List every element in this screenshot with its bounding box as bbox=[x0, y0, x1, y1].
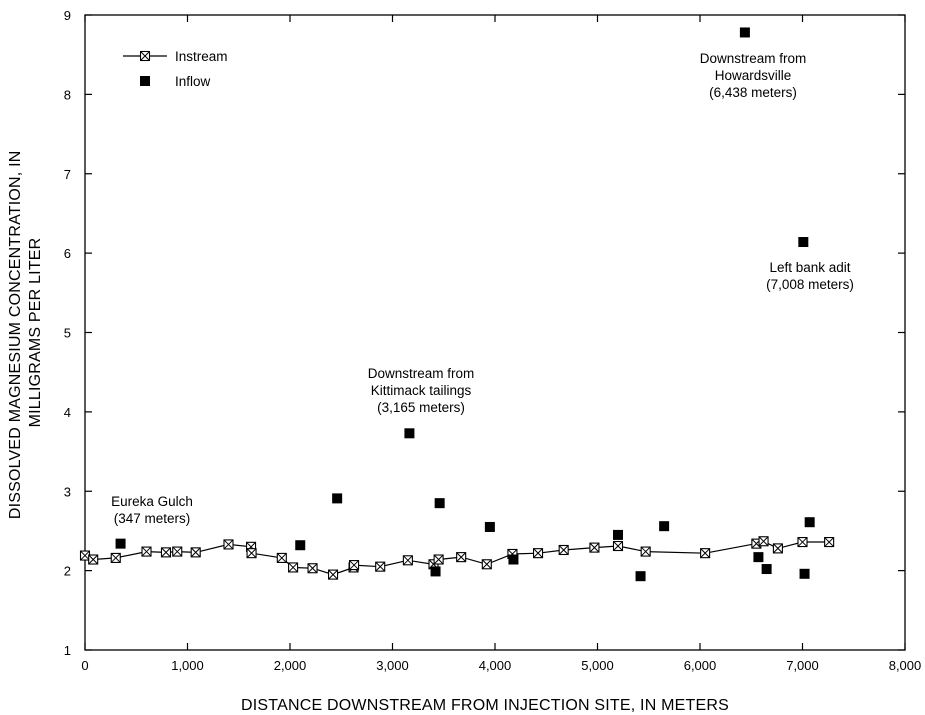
y-axis-title: DISSOLVED MAGNESIUM CONCENTRATION, IN MI… bbox=[7, 146, 44, 519]
x-tick-label: 2,000 bbox=[274, 658, 307, 673]
y-tick-label: 2 bbox=[64, 564, 71, 579]
annotation-line: (6,438 meters) bbox=[709, 85, 797, 100]
instream-point bbox=[456, 552, 467, 563]
inflow-point bbox=[484, 521, 495, 532]
annotation-line: Left bank adit bbox=[769, 260, 850, 275]
instream-point bbox=[824, 536, 835, 548]
x-tick-label: 7,000 bbox=[786, 658, 819, 673]
annotation-line: Howardsville bbox=[715, 68, 792, 83]
instream-point bbox=[172, 546, 183, 557]
y-tick-label: 4 bbox=[64, 405, 71, 420]
annotation-label: Downstream from Kittimack tailings (3,165 … bbox=[368, 366, 475, 415]
legend: Instream Inflow bbox=[123, 49, 228, 89]
inflow-point bbox=[635, 571, 646, 582]
y-axis-title-line-2: MILLIGRAMS PER LITER bbox=[27, 238, 44, 428]
instream-point bbox=[375, 561, 386, 572]
series-instream bbox=[79, 536, 835, 580]
inflow-point bbox=[739, 27, 750, 38]
instream-point bbox=[612, 540, 624, 552]
instream-point bbox=[758, 536, 769, 547]
inflow-point bbox=[430, 566, 441, 577]
inflow-point bbox=[332, 493, 343, 504]
x-tick-label: 5,000 bbox=[581, 658, 614, 673]
annotation-label: Left bank adit (7,008 meters) bbox=[766, 260, 854, 292]
legend-inflow-label: Inflow bbox=[175, 74, 211, 89]
legend-instream-label: Instream bbox=[175, 49, 228, 64]
annotation-label: Downstream from Howardsville (6,438 meters… bbox=[700, 51, 807, 100]
inflow-point bbox=[798, 237, 809, 248]
instream-point bbox=[276, 552, 287, 563]
instream-line bbox=[84, 540, 830, 576]
annotations: Eureka Gulch (347 meters) Downstream from K… bbox=[111, 51, 854, 526]
x-tick-label: 1,000 bbox=[171, 658, 204, 673]
instream-point bbox=[160, 547, 172, 558]
annotation-line: Downstream from bbox=[368, 366, 475, 381]
instream-point bbox=[558, 544, 569, 556]
annotation-line: Eureka Gulch bbox=[111, 494, 193, 509]
instream-point bbox=[402, 555, 413, 566]
instream-point bbox=[433, 554, 444, 565]
inflow-point bbox=[753, 552, 764, 563]
data-series bbox=[79, 27, 835, 582]
axes bbox=[84, 14, 906, 651]
y-tick-label: 6 bbox=[64, 246, 71, 261]
inflow-point bbox=[115, 538, 126, 549]
instream-point bbox=[190, 547, 201, 558]
y-tick-label: 7 bbox=[64, 167, 71, 182]
inflow-point bbox=[761, 564, 772, 575]
inflow-point bbox=[659, 521, 670, 532]
annotation-line: (7,008 meters) bbox=[766, 277, 854, 292]
x-tick-label: 0 bbox=[81, 658, 88, 673]
instream-point bbox=[141, 546, 152, 557]
instream-point bbox=[307, 563, 318, 574]
annotation-label: Eureka Gulch (347 meters) bbox=[111, 494, 193, 526]
y-tick-label: 8 bbox=[64, 87, 71, 102]
instream-point bbox=[797, 536, 808, 548]
inflow-point bbox=[613, 529, 623, 540]
instream-point bbox=[700, 548, 711, 559]
instream-point bbox=[349, 560, 360, 571]
instream-point bbox=[110, 552, 121, 563]
inflow-point bbox=[804, 517, 815, 528]
instream-point bbox=[327, 569, 339, 580]
legend-instream-marker bbox=[139, 50, 151, 62]
instream-point bbox=[589, 542, 600, 553]
axis-ticks: 0 1,000 2,000 3,000 4,000 5,000 6,000 7,000 8,00… bbox=[64, 8, 922, 673]
x-tick-label: 3,000 bbox=[376, 658, 409, 673]
plot-frame bbox=[84, 14, 906, 651]
instream-point bbox=[532, 548, 544, 559]
x-tick-label: 4,000 bbox=[479, 658, 512, 673]
annotation-line: (3,165 meters) bbox=[377, 400, 465, 415]
y-tick-label: 3 bbox=[64, 484, 71, 499]
y-axis-title-line-1: DISSOLVED MAGNESIUM CONCENTRATION, IN bbox=[7, 151, 24, 520]
instream-point bbox=[288, 562, 299, 573]
instream-point bbox=[88, 554, 99, 565]
annotation-line: Kittimack tailings bbox=[371, 383, 472, 398]
instream-point bbox=[772, 543, 783, 554]
annotation-line: (347 meters) bbox=[114, 511, 191, 526]
instream-point bbox=[481, 559, 492, 570]
inflow-point bbox=[295, 540, 306, 551]
inflow-point bbox=[404, 428, 415, 439]
series-inflow bbox=[115, 27, 815, 582]
y-tick-label: 5 bbox=[64, 326, 71, 341]
inflow-point bbox=[434, 498, 445, 509]
instream-point bbox=[223, 539, 234, 550]
inflow-point bbox=[799, 568, 810, 579]
x-axis-title: DISTANCE DOWNSTREAM FROM INJECTION SITE,… bbox=[241, 697, 729, 714]
annotation-line: Downstream from bbox=[700, 51, 807, 66]
instream-point bbox=[246, 548, 257, 559]
x-tick-label: 8,000 bbox=[889, 658, 922, 673]
legend-inflow-marker bbox=[140, 76, 150, 86]
y-tick-label: 1 bbox=[64, 643, 71, 658]
y-tick-label: 9 bbox=[64, 8, 71, 23]
instream-point bbox=[640, 546, 651, 557]
inflow-point bbox=[508, 554, 519, 565]
x-tick-label: 6,000 bbox=[684, 658, 717, 673]
